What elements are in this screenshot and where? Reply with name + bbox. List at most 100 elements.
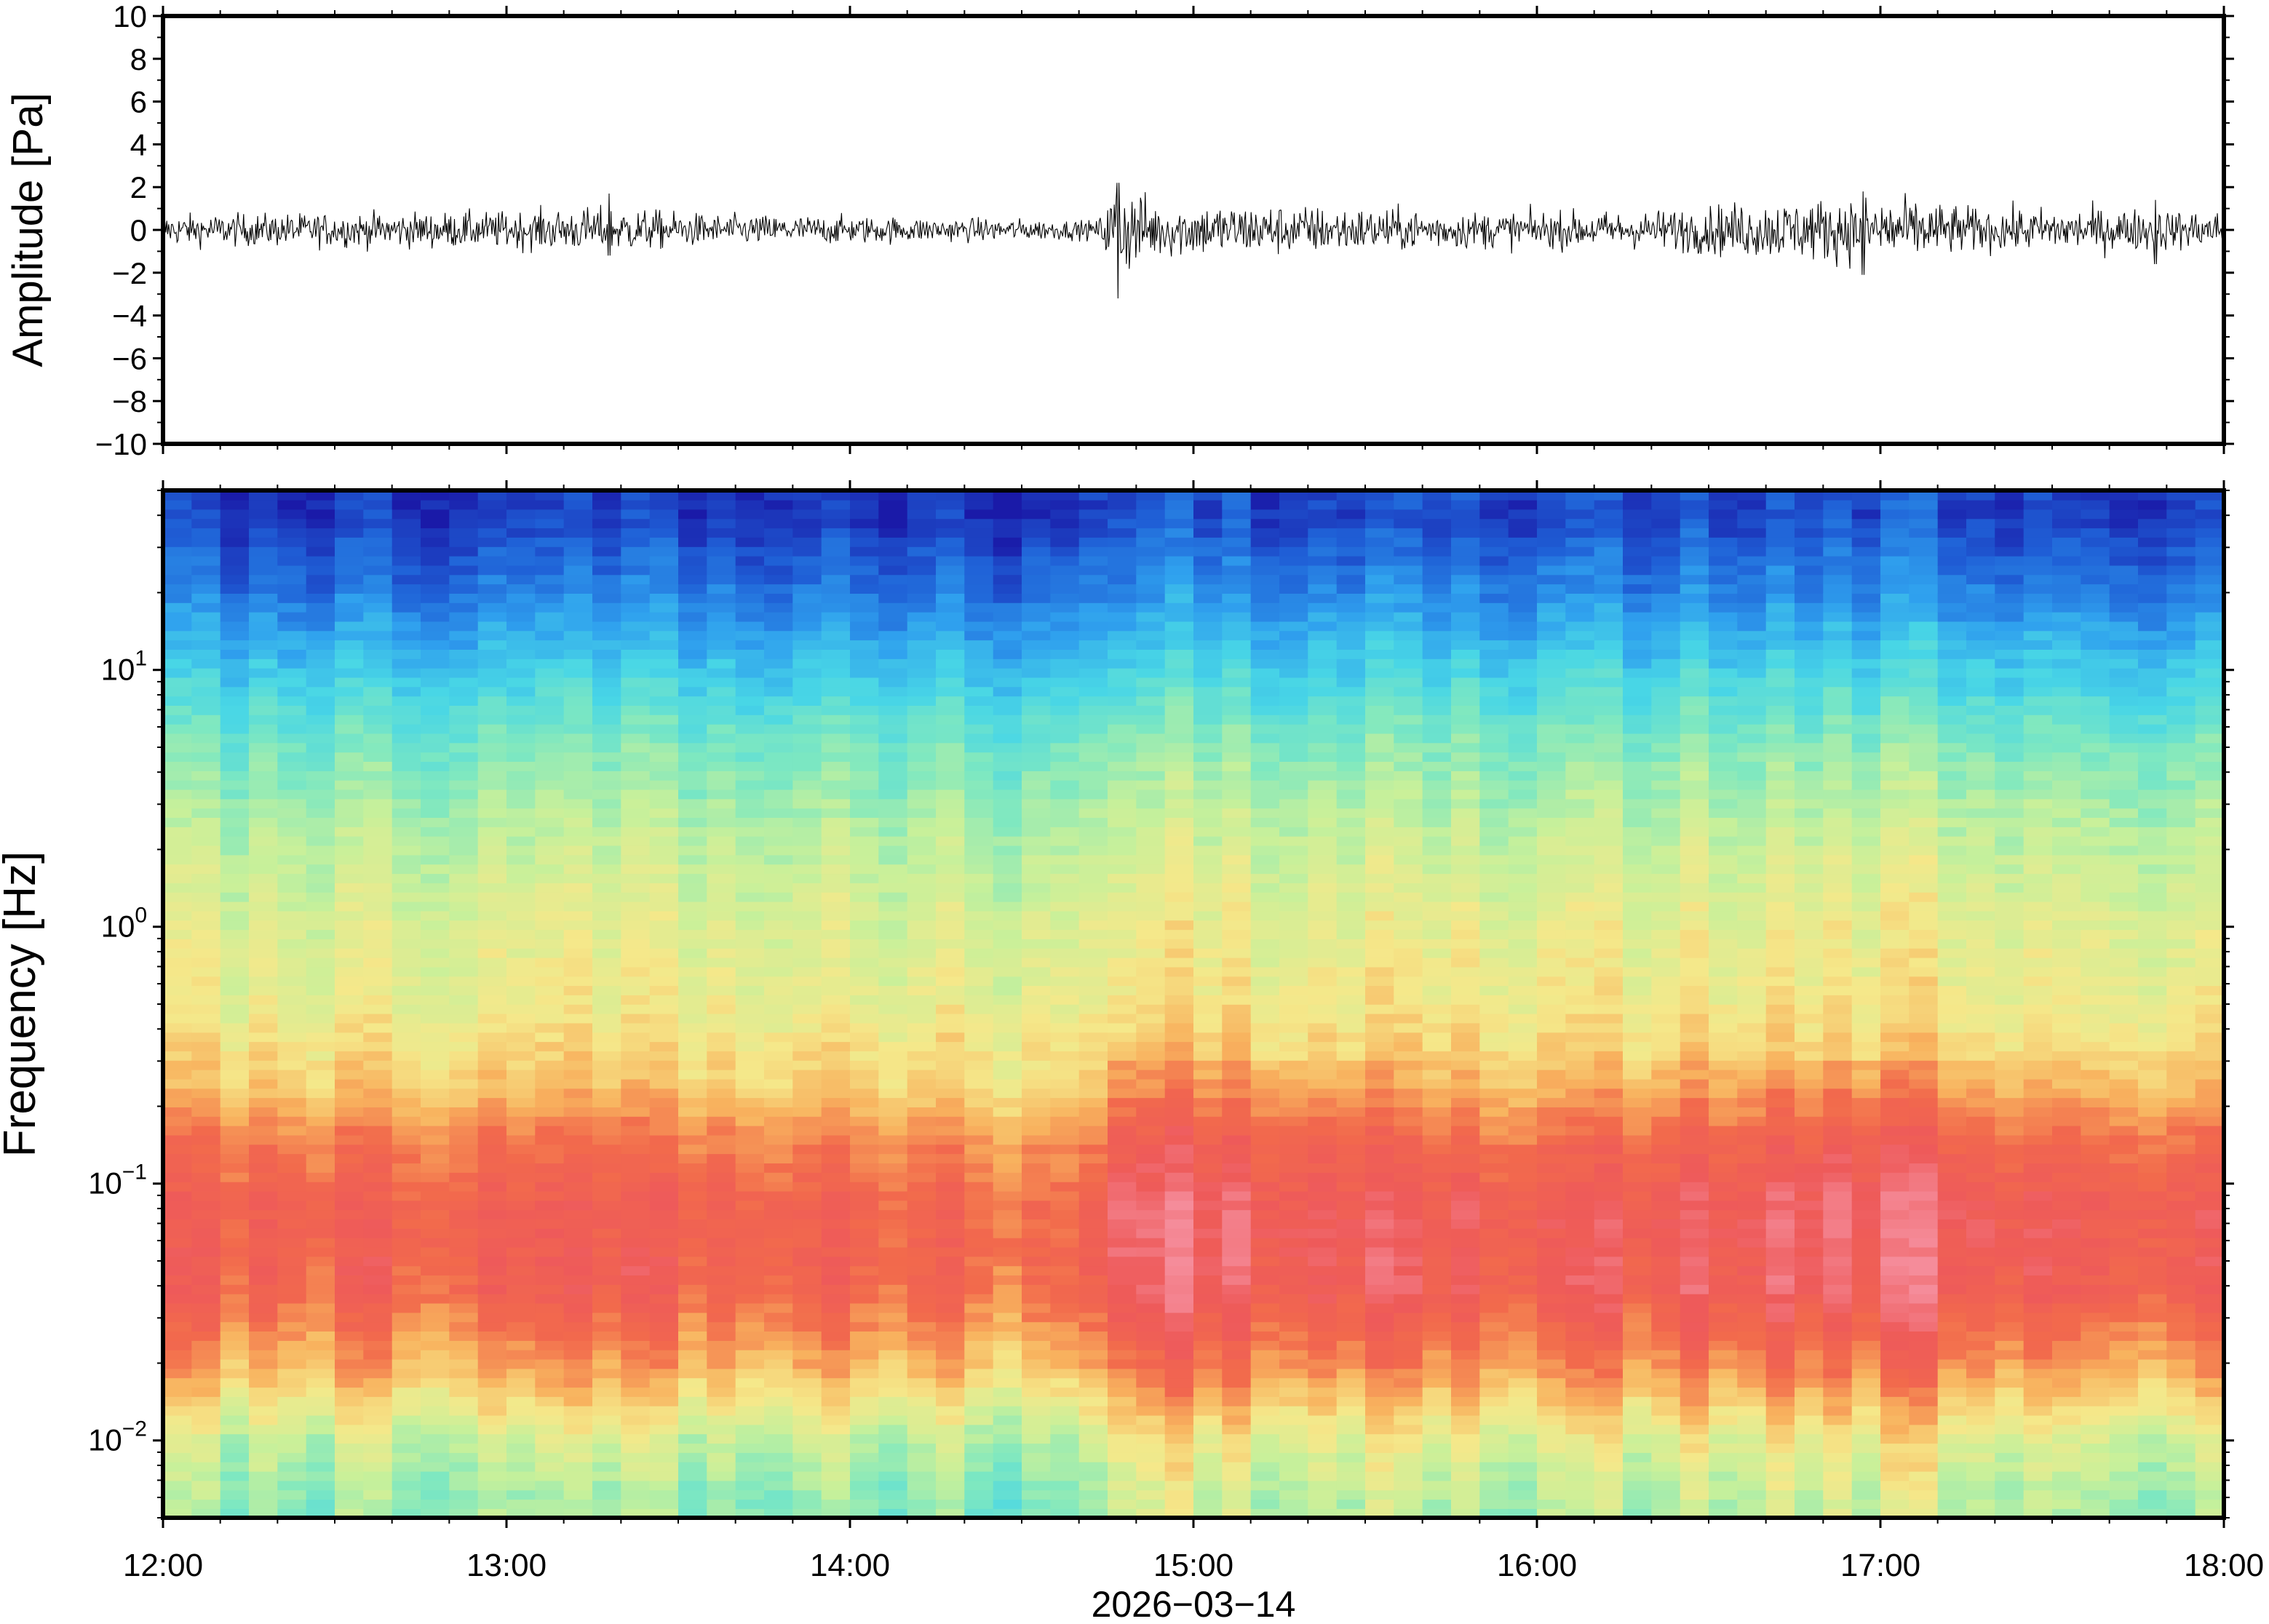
spectrogram-cell [1422, 1200, 1452, 1211]
spectrogram-cell [936, 1041, 966, 1051]
spectrogram-cell [392, 1256, 421, 1267]
spectrogram-cell [421, 1470, 450, 1481]
spectrogram-cell [392, 1116, 421, 1126]
spectrogram-cell [1136, 985, 1166, 995]
spectrogram-cell [163, 1022, 193, 1033]
spectrogram-cell [335, 1088, 365, 1099]
spectrogram-cell [363, 537, 393, 547]
spectrogram-cell [535, 565, 565, 576]
spectrogram-cell [535, 602, 565, 613]
spectrogram-cell [306, 1414, 335, 1425]
spectrogram-cell [1078, 817, 1108, 827]
spectrogram-cell [678, 1069, 708, 1080]
spectrogram-cell [850, 817, 880, 827]
spectrogram-cell [878, 1041, 908, 1051]
spectrogram-cell [821, 1163, 851, 1173]
spectrogram-cell [563, 1312, 593, 1323]
spectrogram-cell [1308, 827, 1338, 837]
spectrogram-cell [392, 948, 421, 958]
spectrogram-cell [1164, 1358, 1194, 1369]
spectrogram-cell [306, 1433, 335, 1444]
spectrogram-cell [1308, 1107, 1338, 1117]
spectrogram-cell [1394, 864, 1423, 875]
spectrogram-cell [878, 1088, 908, 1099]
spectrogram-cell [392, 1396, 421, 1406]
spectrogram-cell [335, 1219, 365, 1229]
spectrogram-cell [792, 1470, 822, 1481]
spectrogram-cell [821, 1349, 851, 1360]
spectrogram-cell [363, 1125, 393, 1136]
spectrogram-cell [1422, 1237, 1452, 1248]
spectrogram-cell [191, 1069, 221, 1080]
spectrogram-cell [878, 1069, 908, 1080]
spectrogram-cell [1336, 574, 1366, 585]
spectrogram-cell [421, 658, 450, 669]
spectrogram-cell [477, 1181, 507, 1192]
spectrogram-cell [1250, 1349, 1280, 1360]
spectrogram-cell [707, 640, 736, 650]
spectrogram-cell [277, 864, 307, 875]
spectrogram-cell [392, 873, 421, 883]
spectrogram-cell [707, 509, 736, 520]
spectrogram-cell [792, 1246, 822, 1257]
spectrogram-cell [449, 715, 479, 725]
spectrogram-cell [1365, 1032, 1395, 1043]
spectrogram-cell [735, 957, 765, 968]
spectrogram-cell [506, 555, 536, 566]
spectrogram-cell [1108, 1368, 1137, 1379]
spectrogram-cell [1164, 864, 1194, 875]
spectrogram-cell [1336, 1134, 1366, 1145]
spectrogram-cell [878, 518, 908, 529]
waveform-y-tick-label: 6 [130, 85, 147, 119]
spectrogram-cell [163, 490, 193, 501]
spectrogram-cell [163, 640, 193, 650]
spectrogram-cell [449, 901, 479, 912]
spectrogram-cell [707, 1452, 736, 1462]
spectrogram-cell [1222, 854, 1252, 865]
spectrogram-cell [621, 593, 651, 603]
spectrogram-cell [592, 621, 622, 632]
spectrogram-cell [506, 1312, 536, 1323]
spectrogram-cell [821, 602, 851, 613]
spectrogram-cell [1022, 602, 1052, 613]
spectrogram-cell [1365, 630, 1395, 641]
spectrogram-cell [477, 1209, 507, 1219]
spectrogram-cell [678, 798, 708, 809]
spectrogram-cell [535, 537, 565, 547]
spectrogram-cell [506, 1489, 536, 1500]
spectrogram-cell [277, 1499, 307, 1509]
spectrogram-cell [621, 1489, 651, 1500]
spectrogram-cell [220, 1013, 250, 1024]
spectrogram-cell [878, 1181, 908, 1192]
spectrogram-cell [1136, 1321, 1166, 1332]
spectrogram-cell [649, 1293, 679, 1304]
spectrogram-cell [1136, 864, 1166, 875]
spectrogram-cell [1394, 509, 1423, 520]
spectrogram-cell [1164, 742, 1194, 753]
spectrogram-cell [1279, 779, 1309, 790]
spectrogram-cell [1136, 798, 1166, 809]
spectrogram-cell [649, 1125, 679, 1136]
spectrogram-cell [592, 1078, 622, 1089]
spectrogram-cell [1394, 827, 1423, 837]
spectrogram-cell [220, 1443, 250, 1453]
spectrogram-cell [964, 873, 994, 883]
spectrogram-cell [392, 658, 421, 669]
spectrogram-cell [821, 873, 851, 883]
spectrogram-cell [449, 1499, 479, 1509]
spectrogram-cell [392, 1013, 421, 1024]
spectrogram-cell [535, 649, 565, 659]
spectrogram-cell [1193, 1228, 1223, 1238]
spectrogram-cell [993, 1246, 1022, 1257]
spectrogram-cell [220, 1331, 250, 1341]
spectrogram-cell [764, 1172, 794, 1182]
spectrogram-cell [277, 1331, 307, 1341]
spectrogram-cell [1108, 1470, 1137, 1481]
spectrogram-cell [707, 1209, 736, 1219]
spectrogram-cell [878, 789, 908, 800]
spectrogram-cell [563, 1172, 593, 1182]
spectrogram-cell [1336, 1265, 1366, 1275]
spectrogram-cell [1078, 1340, 1108, 1350]
spectrogram-cell [1022, 845, 1052, 856]
spectrogram-cell [220, 686, 250, 697]
